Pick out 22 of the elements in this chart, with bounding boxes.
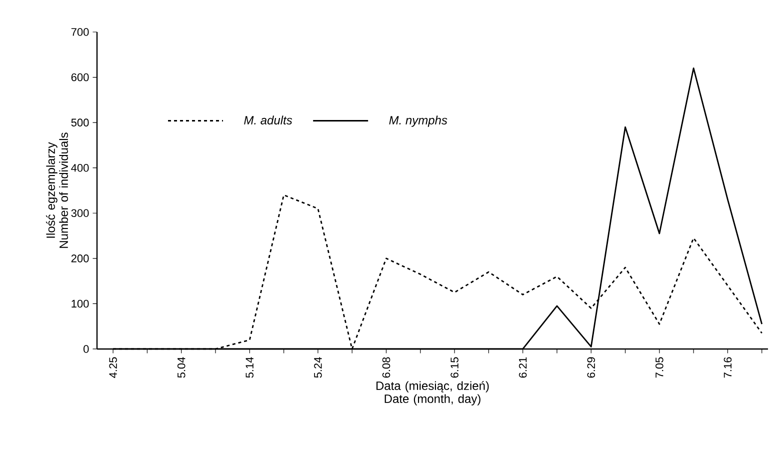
y-tick-label: 200: [71, 254, 89, 262]
y-tick-label: 400: [71, 164, 89, 172]
x-tick-label: 5.04: [177, 357, 186, 378]
y-tick-label: 500: [71, 118, 89, 126]
y-tick-label: 300: [71, 209, 89, 218]
y-tick-label: 0: [84, 345, 89, 353]
x-tick-label: 4.25: [109, 357, 117, 378]
x-tick-label: 5.14: [246, 357, 254, 378]
legend-label: M. nymphs: [389, 116, 448, 127]
x-tick-label: 6.21: [518, 357, 527, 378]
y-tick-label: 600: [71, 73, 89, 82]
y-tick-label: 100: [72, 300, 89, 308]
y-axis-title: Ilość egzemplarzy Number of individuals: [46, 132, 68, 248]
x-tick-label: 7.05: [656, 357, 664, 378]
x-axis-title: Data (miesiąc, dzień) Date (month, day): [376, 381, 489, 406]
x-tick-label: 6.08: [382, 357, 390, 378]
x-tick-label: 7.16: [724, 357, 732, 378]
y-tick-label: 700: [71, 28, 89, 36]
legend-label: M. adults: [244, 116, 292, 124]
x-tick-label: 6.15: [450, 357, 458, 378]
x-tick-label: 5.24: [314, 357, 322, 378]
x-tick-label: 6.29: [587, 357, 596, 378]
